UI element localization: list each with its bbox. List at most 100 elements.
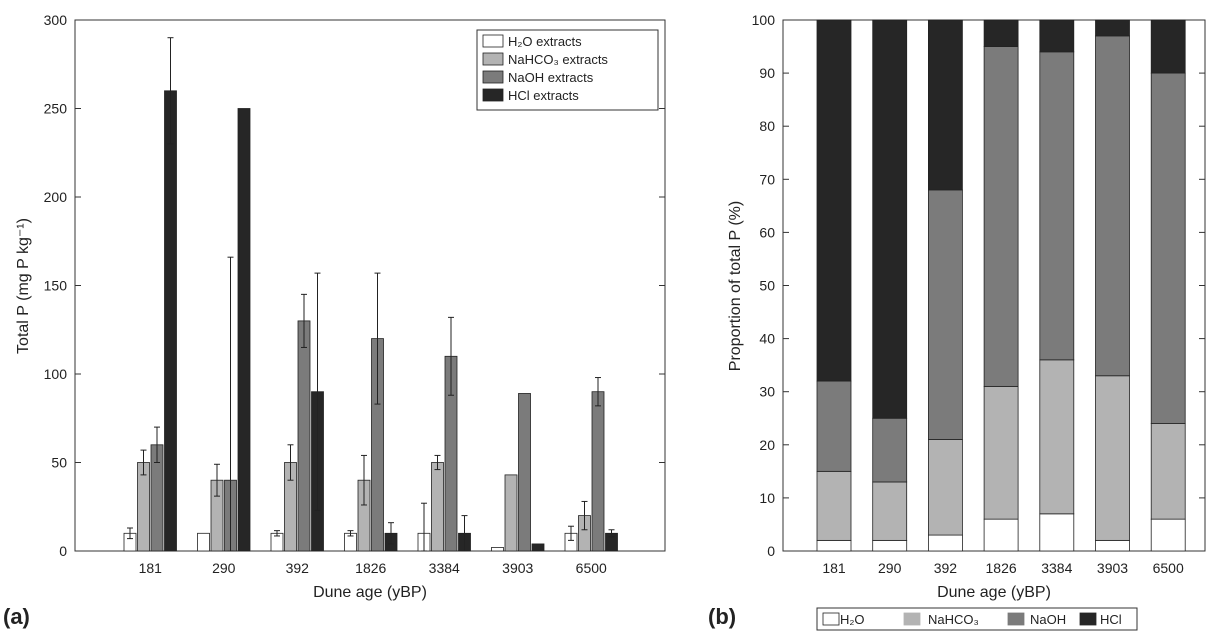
chart-b-bar-segment-hcl — [1095, 19, 1130, 37]
chart-a-y-axis: 0 50 100 150 200 250 300 — [44, 12, 665, 559]
chart-b-bar-segment-naoh — [1039, 51, 1075, 361]
chart-b-bar-segment-nahco — [872, 481, 908, 541]
chart-b-bar-segment-hcl — [872, 19, 908, 419]
chart-b-y-tick-label: 80 — [759, 118, 775, 134]
chart-b-y-tick-label: 30 — [759, 384, 775, 400]
chart-b-y-tick-label: 100 — [752, 12, 776, 28]
chart-a-bar-naoh-extracts — [591, 391, 605, 552]
chart-b-y-axis-label: Proportion of total P (%) — [727, 201, 744, 371]
chart-b-bar-segment-hcl — [1150, 19, 1186, 74]
chart-b-x-tick-label: 1826 — [986, 560, 1017, 576]
chart-b-bar-segment-nahco — [928, 439, 963, 536]
chart-b-bar-segment-hcl — [983, 19, 1019, 47]
chart-b-bar-segment-nahco — [1095, 375, 1130, 541]
chart-b-bar-segment-hcl — [816, 19, 852, 382]
chart-b-legend-label-h-o: H₂O — [840, 612, 865, 627]
chart-b-legend-label-hcl: HCl — [1100, 612, 1122, 627]
chart-b-bar-segment-h-o — [872, 539, 908, 552]
chart-a: 0 50 100 150 200 250 300 181 290 392 1826 3384 3903… — [3, 12, 666, 629]
chart-b-legend-swatch-naoh — [1007, 612, 1025, 626]
chart-a-error-bars — [127, 37, 615, 552]
chart-a-bar-hcl-extracts — [237, 108, 251, 552]
chart-a-y-tick-label: 100 — [44, 366, 68, 382]
chart-b-bar-segment-nahco — [1150, 423, 1186, 520]
chart-b-y-tick-label: 20 — [759, 437, 775, 453]
chart-b-bar-segment-naoh — [983, 46, 1019, 387]
chart-a-y-tick-label: 50 — [51, 455, 67, 471]
chart-b-x-tick-label: 6500 — [1153, 560, 1184, 576]
chart-b-x-axis-label: Dune age (yBP) — [937, 584, 1051, 601]
chart-a-x-tick-label: 290 — [212, 560, 236, 576]
chart-b-y-tick-label: 40 — [759, 331, 775, 347]
chart-a-legend-label-h-o-extracts: H₂O extracts — [508, 34, 582, 49]
chart-a-bar-nahco-extracts — [137, 462, 150, 552]
chart-b-y-axis: 0 10 20 30 40 50 60 70 80 90 100 — [752, 12, 1205, 559]
chart-a-y-tick-label: 200 — [44, 189, 68, 205]
chart-b-bar-segment-h-o — [1039, 513, 1075, 552]
chart-a-legend-frame — [476, 29, 659, 111]
chart-a-y-tick-label: 250 — [44, 101, 68, 117]
chart-a-y-tick-label: 0 — [59, 543, 67, 559]
chart-a-bar-h-o-extracts — [491, 547, 504, 552]
chart-b-bar-segment-hcl — [928, 19, 963, 191]
chart-b-bar-segment-nahco — [816, 470, 852, 541]
chart-b-y-tick-label: 0 — [767, 543, 775, 559]
chart-b-y-tick-label: 50 — [759, 278, 775, 294]
chart-a-legend-label-hcl-extracts: HCl extracts — [508, 88, 579, 103]
chart-a-y-axis-label: Total P (mg P kg⁻¹) — [15, 218, 32, 354]
chart-b-legend-frame — [816, 607, 1138, 631]
chart-b-bar-segment-h-o — [816, 539, 852, 552]
chart-a-x-tick-label: 1826 — [355, 560, 386, 576]
chart-b-x-tick-label: 290 — [878, 560, 902, 576]
chart-a-legend: H₂O extracts NaHCO₃ extracts NaOH extracts… — [476, 29, 659, 111]
chart-a-bar-nahco-extracts — [431, 462, 444, 552]
chart-a-x-tick-label: 3903 — [502, 560, 533, 576]
chart-a-bars — [123, 90, 618, 552]
chart-b-bar-segment-h-o — [983, 518, 1019, 552]
chart-b-bar-segment-h-o — [928, 534, 963, 552]
chart-b-legend-label-naoh: NaOH — [1030, 612, 1066, 627]
chart-b-bar-segment-naoh — [928, 189, 963, 440]
chart-b-x-tick-label: 392 — [934, 560, 958, 576]
chart-a-bar-nahco-extracts — [504, 474, 518, 552]
chart-b-legend: H₂O NaHCO₃ NaOH HCl — [816, 607, 1138, 631]
chart-a-x-tick-label: 181 — [139, 560, 163, 576]
chart-a-legend-swatch-nahco-extracts — [482, 52, 504, 66]
chart-b-y-tick-label: 90 — [759, 65, 775, 81]
chart-b-x-axis: 181 290 392 1826 3384 3903 6500 — [822, 560, 1184, 576]
chart-a-legend-swatch-naoh-extracts — [482, 70, 504, 84]
chart-a-panel-label: (a) — [3, 604, 30, 629]
chart-b-bar-segment-naoh — [816, 380, 852, 472]
chart-b-bar-segment-h-o — [1095, 539, 1130, 552]
chart-b-bar-segment-naoh — [1095, 35, 1130, 377]
chart-a-bar-hcl-extracts — [164, 90, 177, 552]
chart-a-bar-hcl-extracts — [531, 543, 545, 552]
chart-b-bar-segment-nahco — [1039, 359, 1075, 515]
chart-b-bar-segment-hcl — [1039, 19, 1075, 53]
chart-b-y-tick-label: 60 — [759, 224, 775, 240]
chart-a-y-tick-label: 150 — [44, 278, 68, 294]
chart-b-legend-label-nahco: NaHCO₃ — [928, 612, 979, 627]
chart-a-bar-naoh-extracts — [297, 320, 311, 552]
chart-a-y-tick-label: 300 — [44, 12, 68, 28]
chart-b-bar-segment-nahco — [983, 385, 1019, 520]
chart-a-legend-swatch-h-o-extracts — [482, 34, 504, 48]
chart-b-legend-swatch-nahco — [903, 612, 921, 626]
chart-b-y-tick-label: 70 — [759, 171, 775, 187]
chart-b-bars — [816, 19, 1186, 552]
chart-b-bar-segment-naoh — [872, 417, 908, 483]
chart-b-legend-swatch-hcl — [1079, 612, 1097, 626]
chart-b-y-tick-label: 10 — [759, 490, 775, 506]
chart-a-bar-h-o-extracts — [197, 532, 210, 552]
chart-a-bar-naoh-extracts — [518, 393, 531, 552]
chart-a-x-tick-label: 3384 — [429, 560, 460, 576]
chart-b-legend-swatch-h-o — [822, 612, 840, 626]
chart-b-x-tick-label: 3903 — [1097, 560, 1128, 576]
chart-a-legend-label-naoh-extracts: NaOH extracts — [508, 70, 594, 85]
chart-a-x-tick-label: 392 — [286, 560, 310, 576]
chart-a-x-axis: 181 290 392 1826 3384 3903 6500 — [139, 560, 607, 576]
chart-a-legend-swatch-hcl-extracts — [482, 88, 504, 102]
chart-a-x-axis-label: Dune age (yBP) — [313, 584, 427, 601]
